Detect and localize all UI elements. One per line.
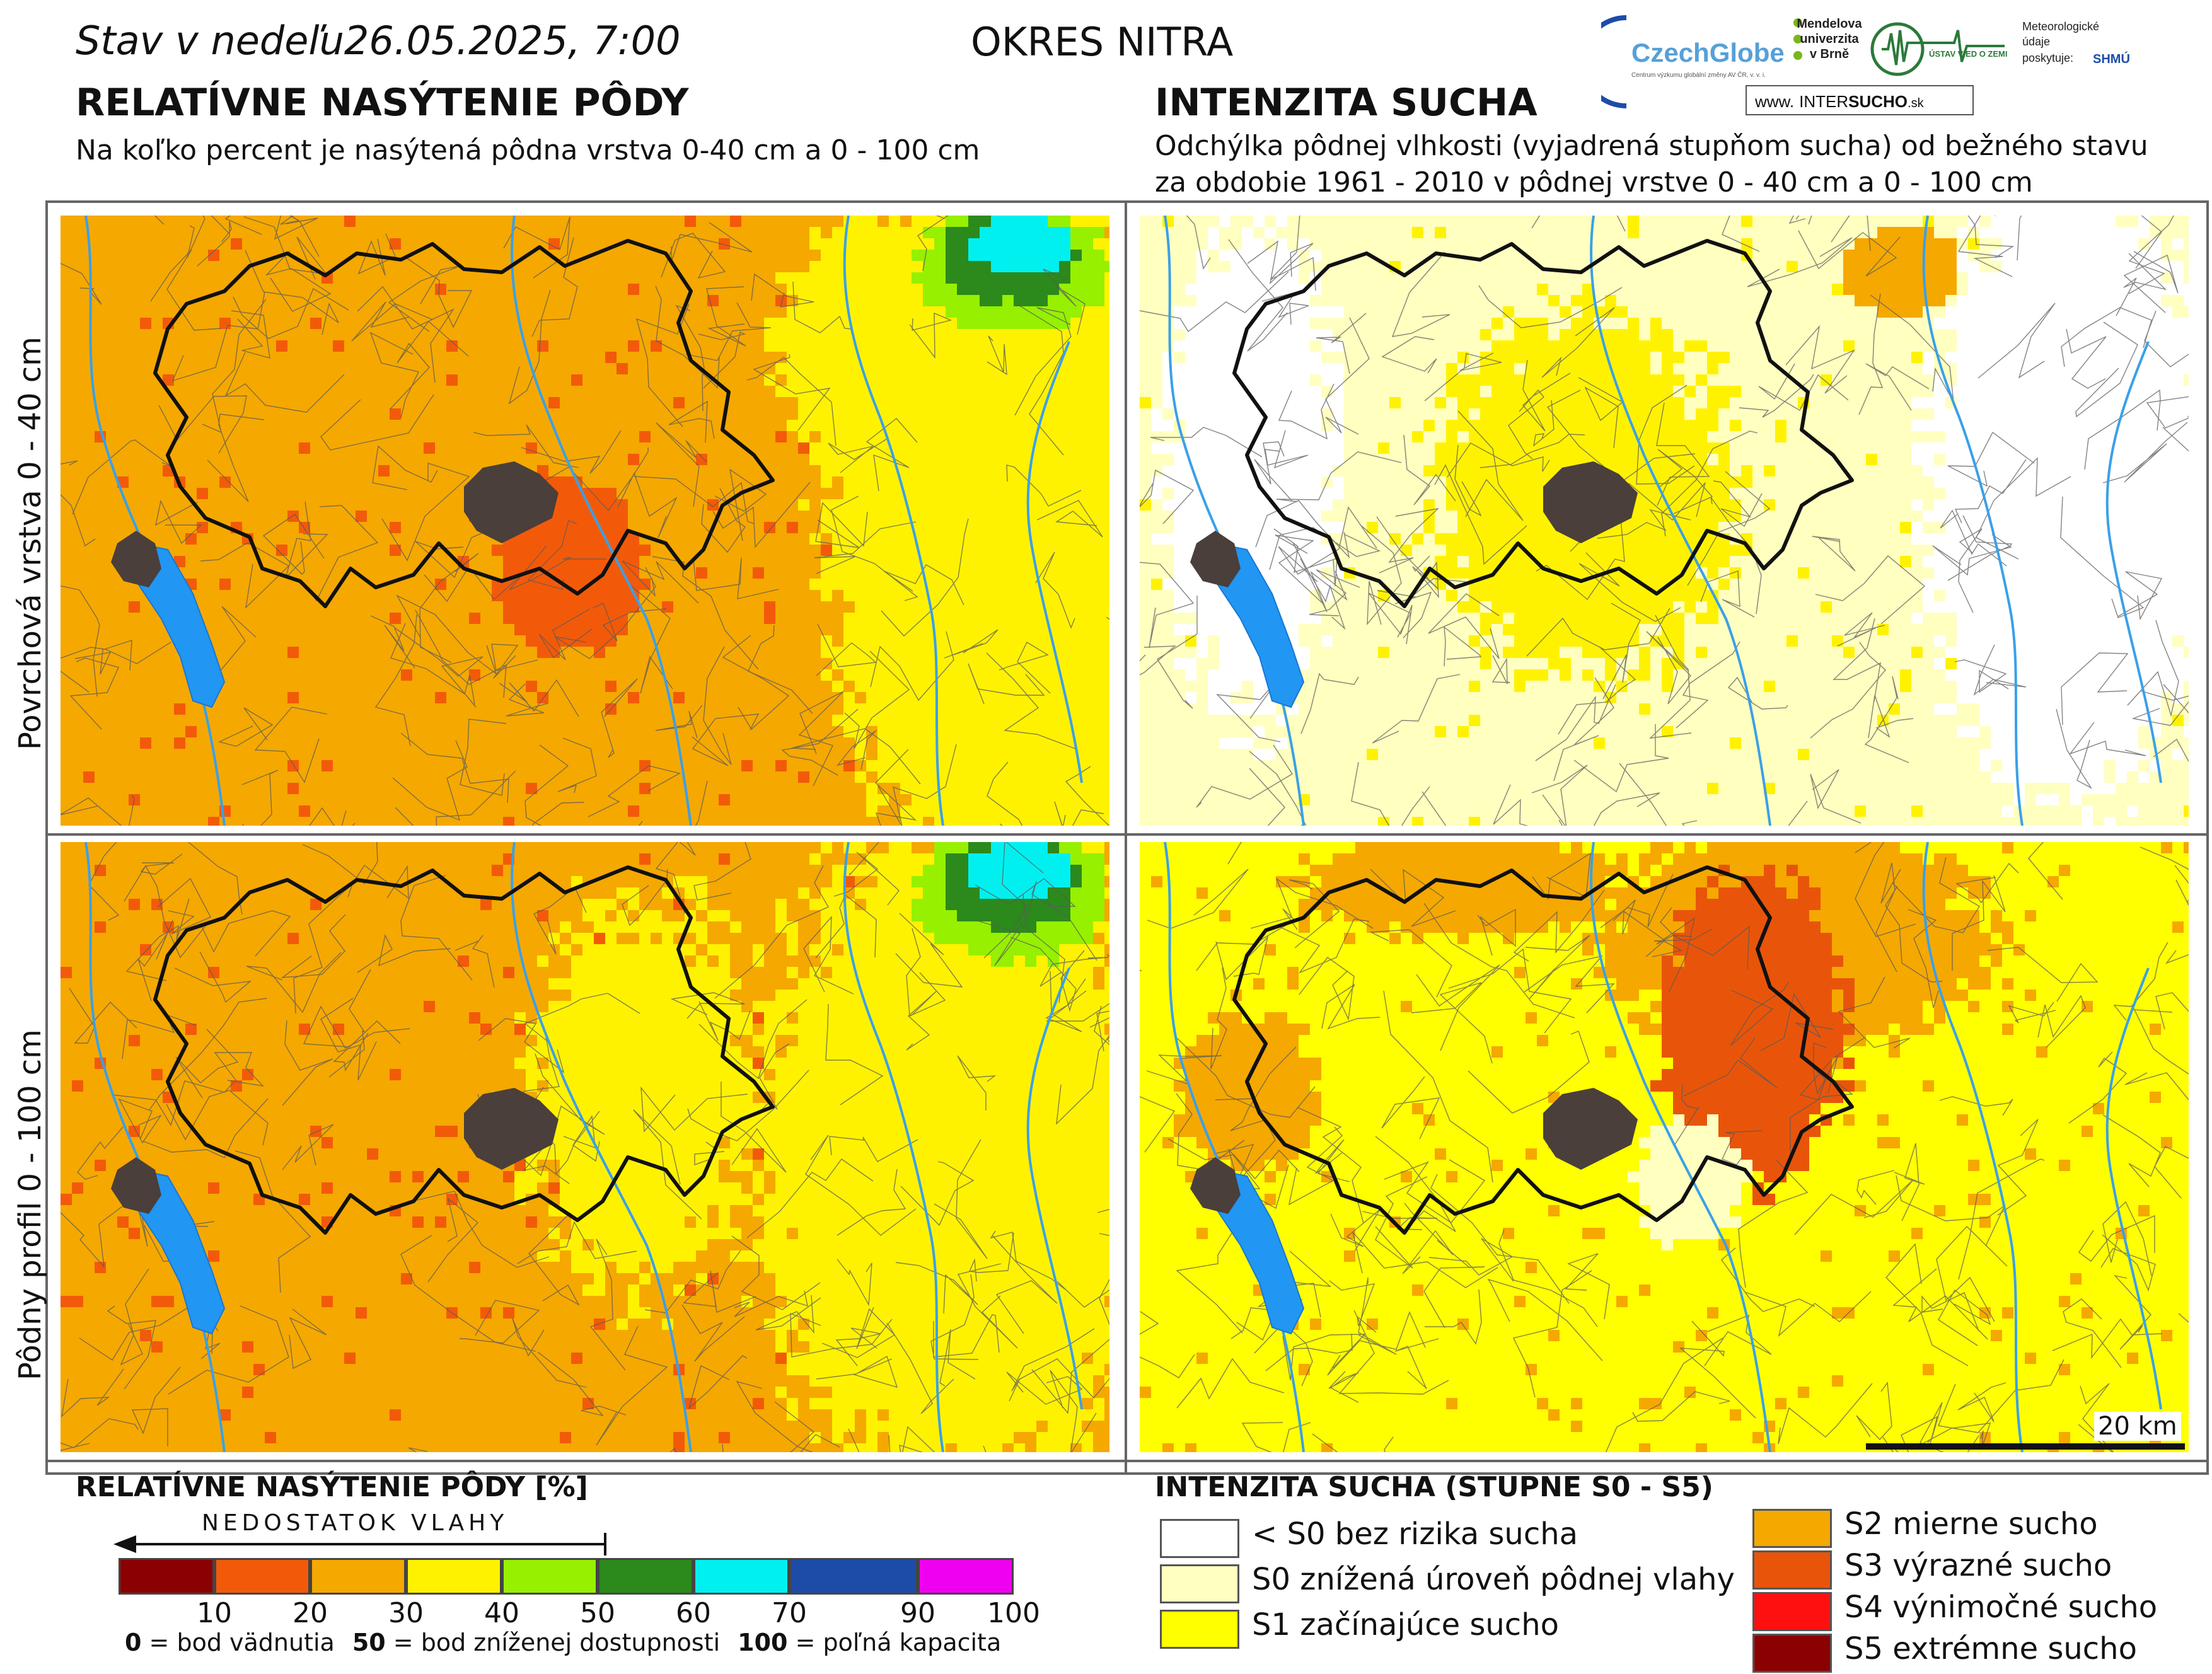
saturation-tick: 70 [772, 1597, 807, 1629]
row-label-bottom: Pôdny profil 0 - 100 cm [13, 1029, 48, 1380]
drought-legend-items: < S0 bez rizika sucha S0 znížená úroveň p… [1160, 1506, 2194, 1674]
note-0-text: = bod vädnutia [141, 1629, 335, 1656]
note-100-text: = poľná kapacita [787, 1629, 1002, 1656]
czechglobe-name: CzechGlobe [1631, 38, 1785, 67]
drought-swatch [1752, 1550, 1832, 1590]
drought-label: S5 extrémne sucho [1844, 1631, 2137, 1666]
legend-divider [45, 1460, 2206, 1462]
uvz-logo: ÚSTAV VIED O ZEMI [1870, 22, 2007, 76]
web-suffix: .sk [1908, 96, 1925, 110]
note-0: 0 [125, 1629, 142, 1656]
note-50-text: = bod zníženej dostupnosti [385, 1629, 721, 1656]
map-saturation-0-100 [61, 842, 1109, 1452]
left-subtitle: Na koľko percent je nasýtená pôdna vrstv… [76, 134, 980, 166]
saturation-swatch [214, 1558, 310, 1595]
drought-label: S3 výrazné sucho [1844, 1548, 2112, 1583]
saturation-tick-labels: 10 20 30 40 50 60 70 90 100 [119, 1597, 1040, 1629]
saturation-tick: 10 [197, 1597, 232, 1629]
saturation-tick: 60 [676, 1597, 711, 1629]
meteo-line-3: poskytuje: [2022, 52, 2073, 64]
web-prefix: www. [1754, 92, 1794, 111]
saturation-swatch [502, 1558, 598, 1595]
note-50: 50 [352, 1629, 386, 1656]
drought-label: < S0 bez rizika sucha [1252, 1516, 1578, 1552]
shmu-name: SHMÚ [2093, 51, 2130, 66]
meteo-line-1: Meteorologické [2022, 20, 2099, 33]
meteo-logo: Meteorologické údaje poskytuje: SHMÚ [2022, 20, 2130, 66]
drought-swatch [1752, 1634, 1832, 1673]
saturation-swatch [406, 1558, 502, 1595]
web-sucho: SUCHO [1848, 92, 1908, 111]
meteo-line-2: údaje [2022, 35, 2050, 48]
drought-label: S2 mierne sucho [1844, 1506, 2098, 1542]
map-drought-0-40 [1140, 216, 2189, 826]
district-title: OKRES NITRA [971, 19, 1234, 65]
czechglobe-logo: CzechGlobe Centrum výzkumu globální změn… [1601, 15, 1785, 108]
saturation-tick: 20 [292, 1597, 328, 1629]
uvz-name: ÚSTAV VIED O ZEMI [1929, 49, 2007, 59]
drought-legend-title: INTENZITA SUCHA (STUPNE S0 - S5) [1155, 1471, 1713, 1503]
saturation-tick: 40 [484, 1597, 519, 1629]
saturation-legend-title: RELATÍVNE NASÝTENIE PÔDY [%] [76, 1471, 588, 1503]
row-label-top: Povrchová vrstva 0 - 40 cm [13, 337, 48, 750]
mendel-line-2: univerzita [1800, 32, 1859, 46]
scale-bar-label: 20 km [2094, 1412, 2181, 1441]
drought-swatch [1160, 1610, 1239, 1649]
right-subtitle-1: Odchýlka pôdnej vlhkosti (vyjadrená stup… [1155, 130, 2148, 162]
saturation-tick: 50 [580, 1597, 615, 1629]
mendel-line-1: Mendelova [1797, 17, 1862, 31]
drought-label: S4 výnimočné sucho [1844, 1590, 2158, 1625]
deficit-label: NEDOSTATOK VLAHY [202, 1510, 509, 1536]
saturation-tick: 30 [388, 1597, 424, 1629]
saturation-swatch [693, 1558, 789, 1595]
drought-label: S1 začínajúce sucho [1252, 1607, 1559, 1642]
saturation-swatch [918, 1558, 1014, 1595]
row-divider [45, 833, 2206, 836]
scale-bar [1866, 1443, 2185, 1450]
right-subtitle-2: za obdobie 1961 - 2010 v pôdnej vrstve 0… [1155, 166, 2033, 199]
saturation-swatch [789, 1558, 918, 1595]
mendel-logo: Mendelova univerzita v Brně [1793, 17, 1863, 61]
czechglobe-sub: Centrum výzkumu globální změny AV ČR, v.… [1631, 71, 1766, 79]
saturation-notes: 0 = bod vädnutia 50 = bod zníženej dostup… [125, 1629, 1001, 1656]
deficit-arrow [113, 1533, 606, 1556]
drought-swatch [1752, 1509, 1832, 1548]
partner-logos: CzechGlobe Centrum výzkumu globální změn… [1601, 15, 2130, 115]
map-saturation-0-40 [61, 216, 1109, 826]
saturation-tick: 100 [987, 1597, 1040, 1629]
saturation-swatch [310, 1558, 406, 1595]
saturation-swatch [119, 1558, 214, 1595]
drought-swatch [1160, 1564, 1239, 1603]
left-title: RELATÍVNE NASÝTENIE PÔDY [76, 81, 689, 125]
date-line: Stav v nedeľu26.05.2025, 7:00 [76, 18, 681, 64]
drought-swatch [1752, 1592, 1832, 1631]
saturation-swatch [598, 1558, 693, 1595]
note-100: 100 [738, 1629, 788, 1656]
svg-text:www.INTERSUCHO.sk: www. INTERSUCHO.sk [1754, 92, 1925, 111]
mendel-line-3: v Brně [1810, 47, 1849, 61]
drought-swatch [1160, 1519, 1239, 1558]
right-title: INTENZITA SUCHA [1155, 81, 1537, 125]
web-inter: INTER [1799, 92, 1848, 111]
date-value: 26.05.2025, 7:00 [344, 18, 681, 64]
date-prefix: Stav v nedeľu [76, 18, 344, 64]
intersucho-logo: www. INTERSUCHO.sk [1746, 85, 1974, 115]
saturation-color-scale [119, 1558, 1026, 1596]
drought-label: S0 znížená úroveň pôdnej vlahy [1252, 1562, 1735, 1597]
map-drought-0-100 [1140, 842, 2189, 1452]
saturation-tick: 90 [900, 1597, 935, 1629]
